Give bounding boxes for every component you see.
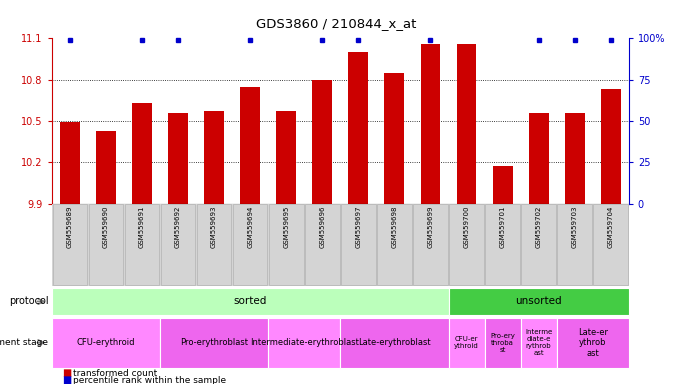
Text: Pro-erythroblast: Pro-erythroblast xyxy=(180,338,248,347)
Text: CFU-erythroid: CFU-erythroid xyxy=(77,338,135,347)
Text: development stage: development stage xyxy=(0,338,48,347)
Bar xyxy=(52,288,448,315)
Bar xyxy=(594,204,628,285)
Text: Intermediate-erythroblast: Intermediate-erythroblast xyxy=(250,338,359,347)
Text: GSM559691: GSM559691 xyxy=(139,206,145,248)
Text: GSM559699: GSM559699 xyxy=(428,206,433,248)
Text: GSM559689: GSM559689 xyxy=(67,206,73,248)
Bar xyxy=(565,113,585,204)
Text: GSM559695: GSM559695 xyxy=(283,206,290,248)
Bar xyxy=(457,44,477,204)
Text: sorted: sorted xyxy=(234,296,267,306)
Bar xyxy=(448,318,484,367)
Bar xyxy=(558,204,592,285)
Bar xyxy=(233,204,267,285)
Bar xyxy=(377,204,412,285)
Bar xyxy=(529,113,549,204)
Bar xyxy=(124,204,160,285)
Text: GSM559692: GSM559692 xyxy=(175,206,181,248)
Text: GSM559701: GSM559701 xyxy=(500,206,506,248)
Bar xyxy=(557,318,629,367)
Bar xyxy=(53,204,87,285)
Bar xyxy=(197,204,231,285)
Text: transformed count: transformed count xyxy=(73,369,157,378)
Text: Interme
diate-e
rythrob
ast: Interme diate-e rythrob ast xyxy=(525,329,552,356)
Text: GSM559694: GSM559694 xyxy=(247,206,253,248)
Text: GDS3860 / 210844_x_at: GDS3860 / 210844_x_at xyxy=(256,17,417,30)
Bar xyxy=(132,103,152,204)
Text: percentile rank within the sample: percentile rank within the sample xyxy=(73,376,226,384)
Text: Late-erythroblast: Late-erythroblast xyxy=(358,338,430,347)
Bar xyxy=(52,318,160,367)
Text: GSM559703: GSM559703 xyxy=(571,206,578,248)
Text: GSM559696: GSM559696 xyxy=(319,206,325,248)
Bar xyxy=(204,111,224,204)
Text: protocol: protocol xyxy=(9,296,48,306)
Bar xyxy=(161,204,196,285)
Bar xyxy=(493,166,513,204)
Bar xyxy=(449,204,484,285)
Bar xyxy=(341,204,376,285)
Bar xyxy=(520,318,557,367)
Text: GSM559698: GSM559698 xyxy=(391,206,397,248)
Text: Pro-ery
throba
st: Pro-ery throba st xyxy=(490,333,515,353)
Bar xyxy=(160,318,268,367)
Bar xyxy=(269,204,303,285)
Bar xyxy=(421,44,440,204)
Bar xyxy=(521,204,556,285)
Bar xyxy=(168,113,188,204)
Bar xyxy=(276,111,296,204)
Bar xyxy=(60,122,79,204)
Bar xyxy=(348,52,368,204)
Text: ■: ■ xyxy=(62,368,71,378)
Bar xyxy=(305,204,339,285)
Bar xyxy=(413,204,448,285)
Bar xyxy=(240,86,260,204)
Text: GSM559693: GSM559693 xyxy=(211,206,217,248)
Bar xyxy=(312,79,332,204)
Text: GSM559704: GSM559704 xyxy=(608,206,614,248)
Bar xyxy=(340,318,448,367)
Bar xyxy=(448,288,629,315)
Text: GSM559700: GSM559700 xyxy=(464,206,469,248)
Text: unsorted: unsorted xyxy=(515,296,562,306)
Text: GSM559690: GSM559690 xyxy=(103,206,109,248)
Bar xyxy=(484,318,520,367)
Text: GSM559702: GSM559702 xyxy=(536,206,542,248)
Text: GSM559697: GSM559697 xyxy=(355,206,361,248)
Bar xyxy=(384,73,404,204)
Text: CFU-er
ythroid: CFU-er ythroid xyxy=(454,336,479,349)
Bar xyxy=(268,318,340,367)
Text: Late-er
ythrob
ast: Late-er ythrob ast xyxy=(578,328,608,358)
Text: ■: ■ xyxy=(62,375,71,384)
Bar xyxy=(485,204,520,285)
Bar xyxy=(96,131,116,204)
Bar xyxy=(88,204,123,285)
Bar xyxy=(601,89,621,204)
